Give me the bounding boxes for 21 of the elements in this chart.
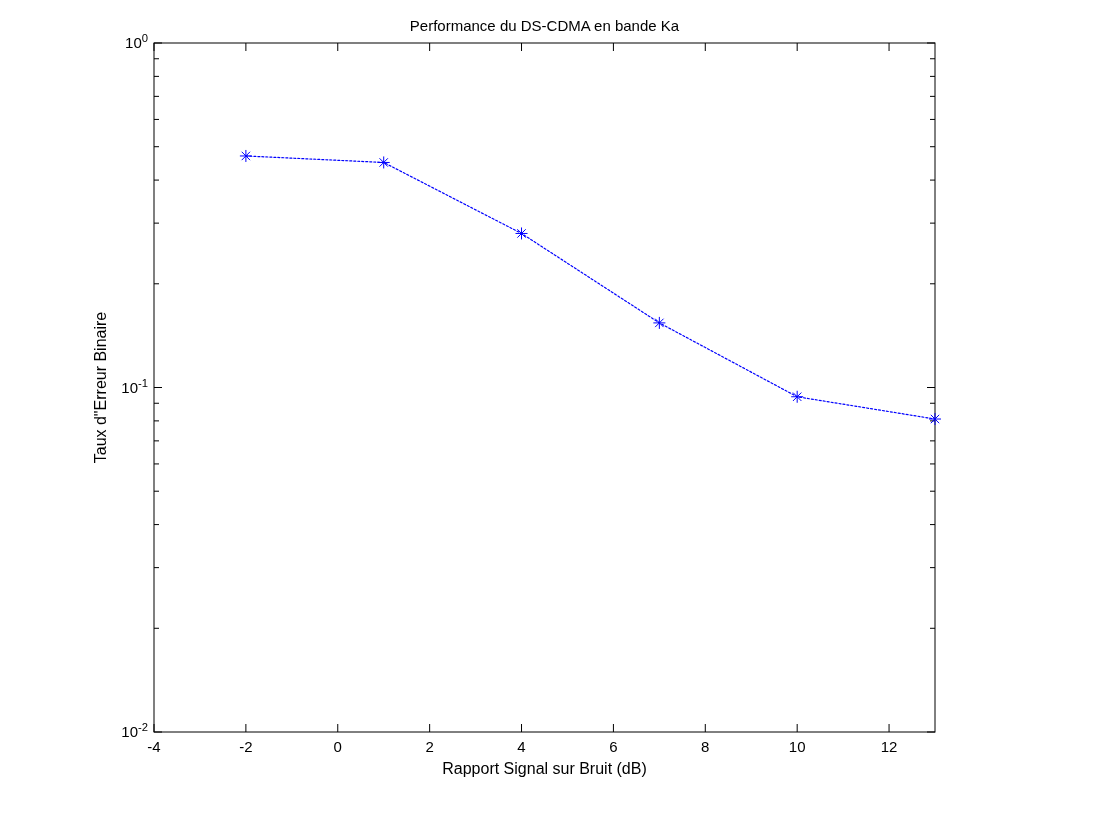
point — [652, 316, 666, 330]
y-tick-label: 10$^{-1}$ — [121, 376, 148, 396]
x-tick-label: 8 — [701, 738, 710, 755]
x-tick-label: -4 — [147, 738, 161, 755]
x-tick-label: 12 — [880, 738, 898, 755]
chart-title: Performance du DS-CDMA en bande Ka — [409, 17, 680, 34]
x-tick-label: 0 — [333, 738, 342, 755]
x-tick-label: 2 — [425, 738, 434, 755]
x-tick-label: 10 — [788, 738, 806, 755]
x-tick-label: 4 — [517, 738, 526, 755]
point — [377, 155, 391, 169]
point — [790, 390, 804, 404]
y-tick-label: 10$^{-2}$ — [121, 721, 148, 740]
x-tick-label: 6 — [609, 738, 618, 755]
y-tick-label: 10$^{0}$ — [125, 32, 148, 51]
y-axis-title: Taux d"Erreur Binaire — [92, 311, 109, 464]
point — [239, 149, 253, 163]
point — [928, 412, 942, 426]
x-axis-title: Rapport Signal sur Bruit (dB) — [442, 760, 647, 777]
point — [515, 226, 529, 240]
x-tick-label: -2 — [239, 738, 253, 755]
